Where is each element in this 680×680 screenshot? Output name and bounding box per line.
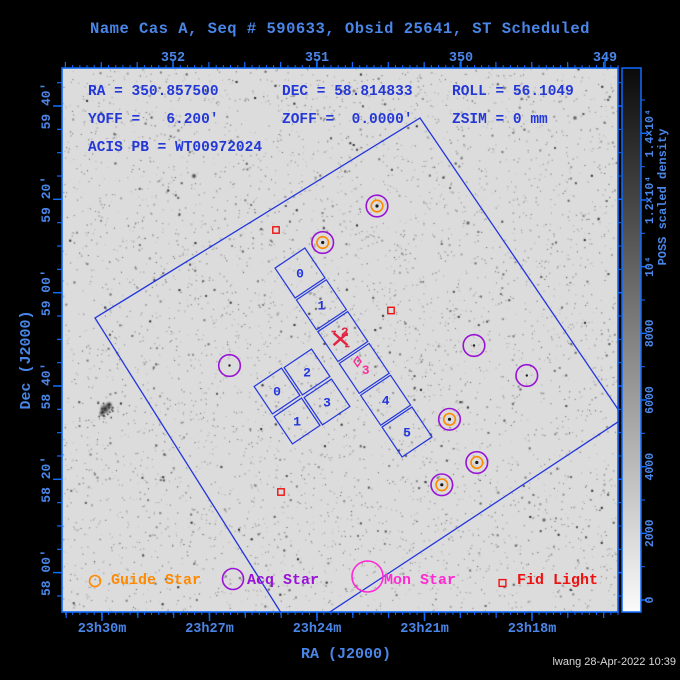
star-dot xyxy=(525,374,528,377)
fid-light-marker xyxy=(387,306,395,315)
x-top-tick-label: 350 xyxy=(449,51,473,66)
info-acis-pb: ACIS PB = WT00972024 xyxy=(88,140,263,156)
colorbar-tick-label: 2000 xyxy=(644,519,657,547)
x-bottom-tick-label: 23h18m xyxy=(508,622,557,637)
acq-star-marker xyxy=(515,363,539,388)
guide-star-marker xyxy=(316,235,330,250)
info-yoff: YOFF = 6.200' xyxy=(88,112,219,128)
legend-mon-star-label: Mon Star xyxy=(384,572,457,589)
colorbar-tick-label: 8000 xyxy=(644,319,657,347)
colorbar-gradient xyxy=(622,68,641,612)
fid-light-marker xyxy=(277,488,285,496)
info-dec: DEC = 58.814833 xyxy=(282,84,413,100)
acq-star-marker xyxy=(430,473,454,497)
plot-title: Name Cas A, Seq # 590633, Obsid 25641, S… xyxy=(90,20,590,38)
y-left-tick-label: 59 00' xyxy=(39,269,54,316)
acis-s-chip-label: 4 xyxy=(382,394,390,409)
sky-overlays xyxy=(94,117,618,612)
acq-star-marker xyxy=(217,353,242,378)
x-bottom-tick-label: 23h21m xyxy=(400,622,449,637)
colorbar-tick-label: 1.2×10⁴ xyxy=(644,176,657,224)
info-zsim: ZSIM = 0 mm xyxy=(452,112,548,128)
colorbar-frame xyxy=(621,67,642,613)
legend-mon-star-icon xyxy=(351,560,384,593)
acq-star-marker xyxy=(462,333,486,358)
acis-s-chip-label: 2 xyxy=(341,325,349,340)
acis-i-chip-1 xyxy=(273,397,321,445)
aimpoint-cross xyxy=(332,331,349,347)
y-left-tick-label: 59 20' xyxy=(39,176,54,223)
plot-frame xyxy=(61,67,619,613)
acis-s-chip-label: 5 xyxy=(403,426,411,441)
acis-s-chip-label: 0 xyxy=(296,267,304,282)
colorbar-tick-label: 1.4×10⁴ xyxy=(644,109,657,157)
colorbar-tick-label: 10⁴ xyxy=(644,256,657,277)
info-roll: ROLL = 56.1049 xyxy=(452,84,574,100)
star-dot xyxy=(228,364,231,367)
y-left-tick-label: 58 40' xyxy=(39,363,54,410)
star-dot xyxy=(321,240,325,245)
acis-s-chip-label: 1 xyxy=(317,298,325,313)
x-top-tick-label: 352 xyxy=(161,51,185,66)
acis-s-chip-0 xyxy=(274,247,326,299)
acis-s-chip-1 xyxy=(295,278,348,331)
y-axis-title: Dec (J2000) xyxy=(18,310,35,409)
guide-star-marker xyxy=(435,478,449,492)
acis-i-chip-0 xyxy=(253,367,301,415)
acq-star-marker xyxy=(465,450,489,475)
acis-i-chip-label: 3 xyxy=(323,396,331,411)
acis-i-chip-2 xyxy=(283,348,331,396)
acq-star-marker xyxy=(437,407,462,431)
x-bottom-tick-label: 23h24m xyxy=(293,622,342,637)
star-dot xyxy=(440,483,444,487)
guide-star-marker xyxy=(470,455,484,470)
colorbar-tick-label: 0 xyxy=(644,596,657,603)
acis-s-chip-4 xyxy=(359,374,412,427)
colorbar-tick-label: 6000 xyxy=(644,386,657,414)
acq-star-marker xyxy=(365,194,389,218)
guide-star-marker xyxy=(370,199,384,213)
info-ra: RA = 350.857500 xyxy=(88,84,219,100)
acis-s-chip-2 xyxy=(316,310,369,363)
star-dot xyxy=(475,460,479,465)
y-left-tick-label: 58 00' xyxy=(39,549,54,596)
x-axis-title: RA (J2000) xyxy=(300,646,391,663)
x-top-tick-label: 349 xyxy=(593,51,617,66)
star-dot xyxy=(375,204,379,208)
guide-star-marker xyxy=(442,412,457,426)
acis-i-chip-label: 0 xyxy=(273,385,281,400)
info-zoff: ZOFF = 0.0000' xyxy=(282,112,413,128)
legend-acq-star-icon xyxy=(221,567,245,591)
fov-outline xyxy=(94,117,618,612)
legend-fid-light-icon xyxy=(498,578,507,588)
y-left-tick-label: 59 40' xyxy=(39,83,54,130)
acis-s-chip-label: 3 xyxy=(362,363,370,378)
legend-acq-star-label: Acq Star xyxy=(247,572,320,589)
legend-guide-star-label: Guide Star xyxy=(111,572,202,589)
x-bottom-tick-label: 23h30m xyxy=(78,622,127,637)
legend-fid-light-label: Fid Light xyxy=(517,572,599,589)
target-diamond xyxy=(353,355,362,368)
acis-i-chip-3 xyxy=(303,378,351,426)
footer-timestamp: lwang 28-Apr-2022 10:39 xyxy=(552,656,676,668)
acis-s-chip-5 xyxy=(381,406,433,458)
star-dot xyxy=(447,417,452,421)
x-bottom-tick-label: 23h27m xyxy=(185,622,234,637)
acis-i-chip-label: 1 xyxy=(293,415,301,430)
star-dot xyxy=(472,344,476,347)
acis-i-chip-label: 2 xyxy=(303,366,311,381)
colorbar-tick-label: 4000 xyxy=(644,453,657,481)
y-left-tick-label: 58 20' xyxy=(39,456,54,503)
x-top-tick-label: 351 xyxy=(305,51,329,66)
fid-light-marker xyxy=(272,226,280,234)
colorbar-title: POSS scaled density xyxy=(656,129,670,266)
acq-star-marker xyxy=(311,230,335,255)
legend-guide-star-icon xyxy=(88,574,102,588)
acis-s-chip-3 xyxy=(338,342,391,395)
